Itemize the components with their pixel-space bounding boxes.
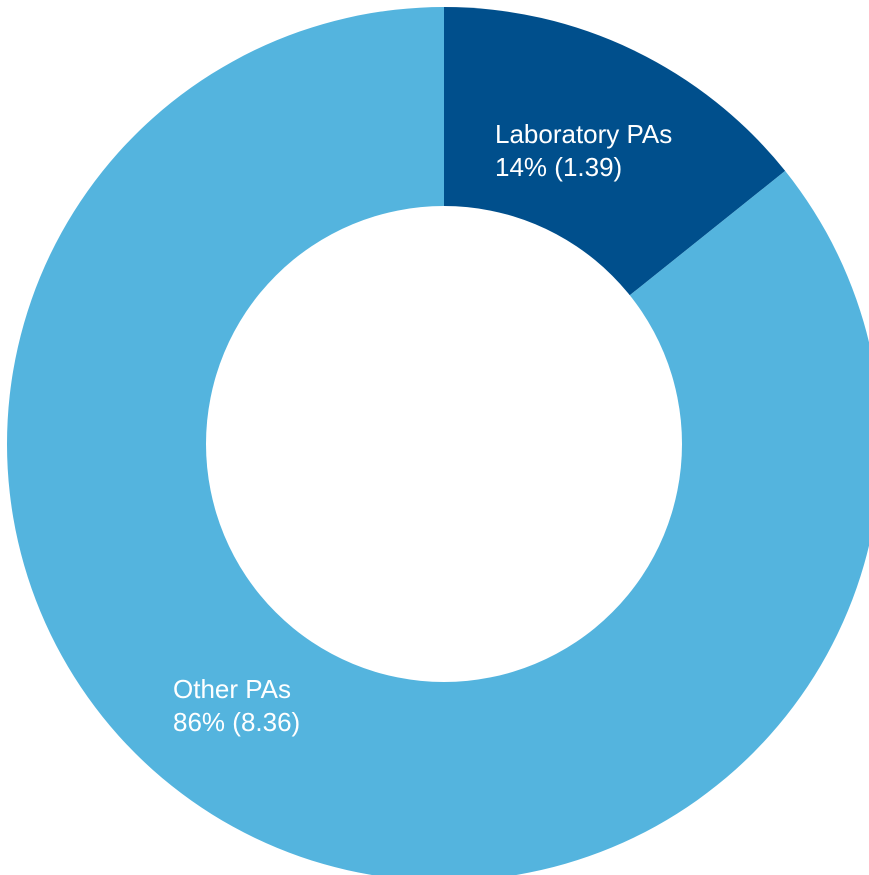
slice-category-label-laboratory-pas: Laboratory PAs [495, 119, 672, 149]
slice-label-other-pas: Other PAs 86% (8.36) [173, 674, 300, 737]
slice-value-label-laboratory-pas: 14% (1.39) [495, 152, 622, 182]
slice-percent-other-pas: 86% [173, 707, 225, 737]
slice-category-label-other-pas: Other PAs [173, 674, 291, 704]
slice-value-laboratory-pas: (1.39) [554, 152, 622, 182]
slice-value-label-other-pas: 86% (8.36) [173, 707, 300, 737]
slice-value-other-pas: (8.36) [232, 707, 300, 737]
slice-percent-laboratory-pas: 14% [495, 152, 547, 182]
donut-hole [206, 206, 682, 682]
slice-label-laboratory-pas: Laboratory PAs 14% (1.39) [495, 119, 680, 182]
